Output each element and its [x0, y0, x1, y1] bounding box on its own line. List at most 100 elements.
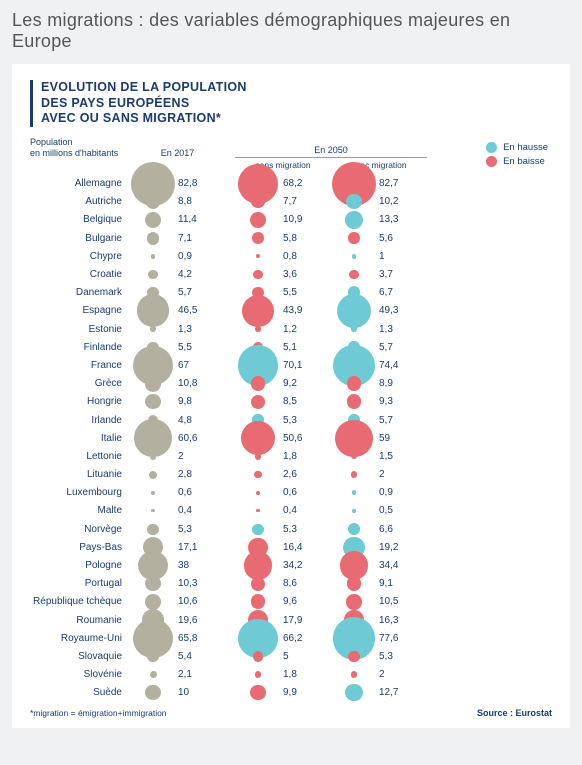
value-label: 49,3: [377, 305, 398, 316]
data-cell: 46,5: [130, 294, 235, 327]
country-label: Hongrie: [30, 396, 130, 407]
bubble: [345, 684, 362, 701]
country-label: Belgique: [30, 214, 130, 225]
data-cell: 10,6: [130, 594, 235, 610]
table-row: France6770,174,4: [30, 356, 552, 374]
data-cell: 1,8: [235, 451, 331, 462]
legend: En hausse En baisse: [486, 142, 548, 170]
value-label: 59: [377, 433, 390, 444]
country-label: Royaume-Uni: [30, 633, 130, 644]
bubble: [352, 254, 357, 259]
value-label: 0,9: [377, 487, 393, 498]
country-label: Suède: [30, 687, 130, 698]
value-label: 10,9: [281, 214, 302, 225]
bubble: [253, 651, 264, 662]
country-label: Roumanie: [30, 615, 130, 626]
bubble: [149, 471, 157, 479]
country-label: Autriche: [30, 196, 130, 207]
data-cell: 0,9: [130, 251, 235, 262]
data-cell: 1,5: [331, 451, 427, 462]
table-row: Suède109,912,7: [30, 684, 552, 702]
data-cell: 0,4: [130, 505, 235, 516]
value-label: 65,8: [176, 633, 197, 644]
table-row: République tchèque10,69,610,5: [30, 593, 552, 611]
country-label: Pologne: [30, 560, 130, 571]
bubble: [251, 195, 264, 208]
bubble: [351, 326, 357, 332]
table-row: Royaume-Uni 65,8 66,2 77,6: [30, 629, 552, 647]
data-cell: 1,8: [235, 669, 331, 680]
data-cell: 8,6: [235, 577, 331, 591]
bubble: [147, 651, 158, 662]
bubble: [145, 594, 161, 610]
table-row: Hongrie9,88,59,3: [30, 393, 552, 411]
value-label: 8,9: [377, 378, 393, 389]
table-row: Allemagne82,868,282,7: [30, 174, 552, 192]
data-cell: 0,8: [235, 251, 331, 262]
data-cell: 8,9: [331, 376, 427, 390]
table-row: Croatie4,23,63,7: [30, 265, 552, 283]
bubble: [145, 394, 160, 409]
country-label: Luxembourg: [30, 487, 130, 498]
data-cell: 7,1: [130, 232, 235, 245]
value-label: 6,6: [377, 524, 393, 535]
bubble: [150, 671, 157, 678]
data-cell: 10,9: [235, 212, 331, 228]
data-cell: 5,8: [235, 232, 331, 244]
bubble: [255, 453, 261, 459]
value-label: 0,4: [176, 505, 192, 516]
value-label: 9,3: [377, 396, 393, 407]
legend-up-dot: [486, 142, 497, 153]
data-cell: 43,9: [235, 295, 331, 327]
legend-up-label: En hausse: [503, 142, 548, 153]
bubble: [148, 270, 158, 280]
data-cell: 10: [130, 685, 235, 700]
chart-title-line: EVOLUTION DE LA POPULATION: [41, 80, 552, 96]
value-label: 43,9: [281, 305, 302, 316]
data-cell: 0,4: [235, 505, 331, 516]
data-cell: 9,8: [130, 394, 235, 409]
value-label: 2,8: [176, 469, 192, 480]
value-label: 38: [176, 560, 189, 571]
data-cell: 4,2: [130, 269, 235, 280]
bubble: [151, 509, 154, 512]
data-cell: 5,3: [130, 524, 235, 535]
data-cell: 9,1: [331, 576, 427, 591]
data-cell: 0,9: [331, 487, 427, 498]
country-label: Italie: [30, 433, 130, 444]
table-row: Lettonie21,81,5: [30, 447, 552, 465]
value-label: 1,3: [176, 324, 192, 335]
bubble: [147, 524, 158, 535]
data-cell: 5,6: [331, 232, 427, 243]
value-label: 3,7: [377, 269, 393, 280]
data-cell: 1,3: [331, 324, 427, 335]
bubble: [256, 509, 259, 512]
data-cell: 10,8: [130, 376, 235, 392]
value-label: 0,8: [281, 251, 297, 262]
value-label: 7,7: [281, 196, 297, 207]
bubble: [145, 576, 161, 592]
data-cell: 0,5: [331, 505, 427, 516]
legend-down-label: En baisse: [503, 156, 545, 167]
value-label: 60,6: [176, 433, 197, 444]
data-cell: 10,5: [331, 594, 427, 610]
table-row: Malte0,40,40,5: [30, 502, 552, 520]
value-label: 0,6: [281, 487, 297, 498]
value-label: 74,4: [377, 360, 398, 371]
country-label: Allemagne: [30, 178, 130, 189]
value-label: 66,2: [281, 633, 302, 644]
chart-title-line: AVEC OU SANS MIGRATION*: [41, 111, 552, 127]
source: Source : Eurostat: [477, 708, 552, 718]
country-label: Pays-Bas: [30, 542, 130, 553]
country-label: Estonie: [30, 324, 130, 335]
bubble: [251, 376, 266, 391]
bubble: [145, 685, 160, 700]
value-label: 10,2: [377, 196, 398, 207]
data-cell: 5,3: [235, 524, 331, 535]
bubble: [255, 326, 260, 331]
bubble: [351, 453, 357, 459]
value-label: 77,6: [377, 633, 398, 644]
value-label: 2: [377, 669, 385, 680]
table-row: Estonie1,31,21,3: [30, 320, 552, 338]
bubble: [252, 524, 263, 535]
